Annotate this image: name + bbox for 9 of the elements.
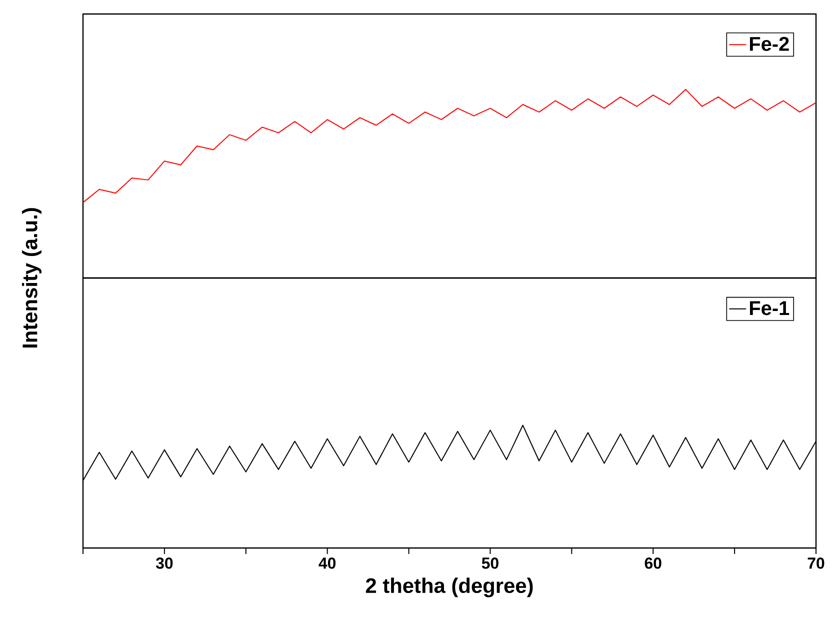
x-tick-label: 70 <box>808 558 824 569</box>
x-tick-label: 30 <box>156 558 173 569</box>
x-axis-title: 2 thetha (degree) <box>366 578 533 598</box>
legend-label: Fe-2 <box>750 36 789 51</box>
legend-label: Fe-1 <box>750 301 790 316</box>
x-tick-label: 60 <box>644 558 662 569</box>
x-tick-label: 50 <box>482 558 498 569</box>
x-tick-label: 40 <box>318 558 336 569</box>
y-axis-title: Intensity (a.u.) <box>22 208 42 348</box>
